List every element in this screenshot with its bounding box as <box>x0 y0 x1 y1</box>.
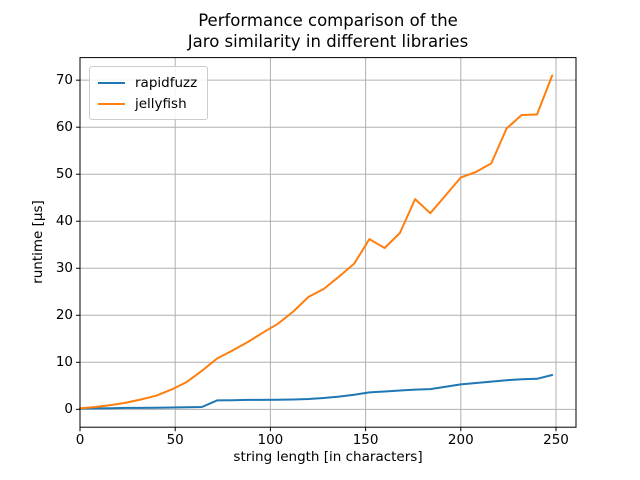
series-line-rapidfuzz <box>79 374 554 410</box>
rapidfuzz-line-swatch <box>98 81 125 84</box>
legend-item-jellyfish: jellyfish <box>98 93 197 114</box>
y-tick-label: 20 <box>55 307 73 324</box>
y-tick-label: 10 <box>55 354 73 371</box>
legend-label-jellyfish: jellyfish <box>135 95 187 112</box>
series-line-jellyfish <box>79 74 554 410</box>
y-tick-label: 60 <box>55 119 73 136</box>
y-tick-label: 50 <box>55 166 73 183</box>
x-axis-label: string length [in characters] <box>233 449 423 465</box>
x-tick-label: 150 <box>352 432 379 448</box>
chart-title: Performance comparison of the Jaro simil… <box>187 11 469 51</box>
x-tick-label: 200 <box>447 432 474 448</box>
x-tick-label: 250 <box>543 432 569 448</box>
jellyfish-line-swatch <box>98 102 125 105</box>
x-tick-label: 0 <box>75 432 85 448</box>
x-tick-label: 100 <box>257 432 284 448</box>
x-tick-label: 50 <box>166 432 184 448</box>
legend-item-rapidfuzz: rapidfuzz <box>98 72 197 93</box>
y-tick-label: 70 <box>55 72 73 89</box>
y-tick-label: 40 <box>55 213 73 230</box>
legend-label-rapidfuzz: rapidfuzz <box>135 74 198 91</box>
axes-spines <box>79 57 577 428</box>
legend: rapidfuzz jellyfish <box>89 66 209 120</box>
y-tick-label: 30 <box>55 260 73 277</box>
y-tick-label: 0 <box>64 401 73 418</box>
